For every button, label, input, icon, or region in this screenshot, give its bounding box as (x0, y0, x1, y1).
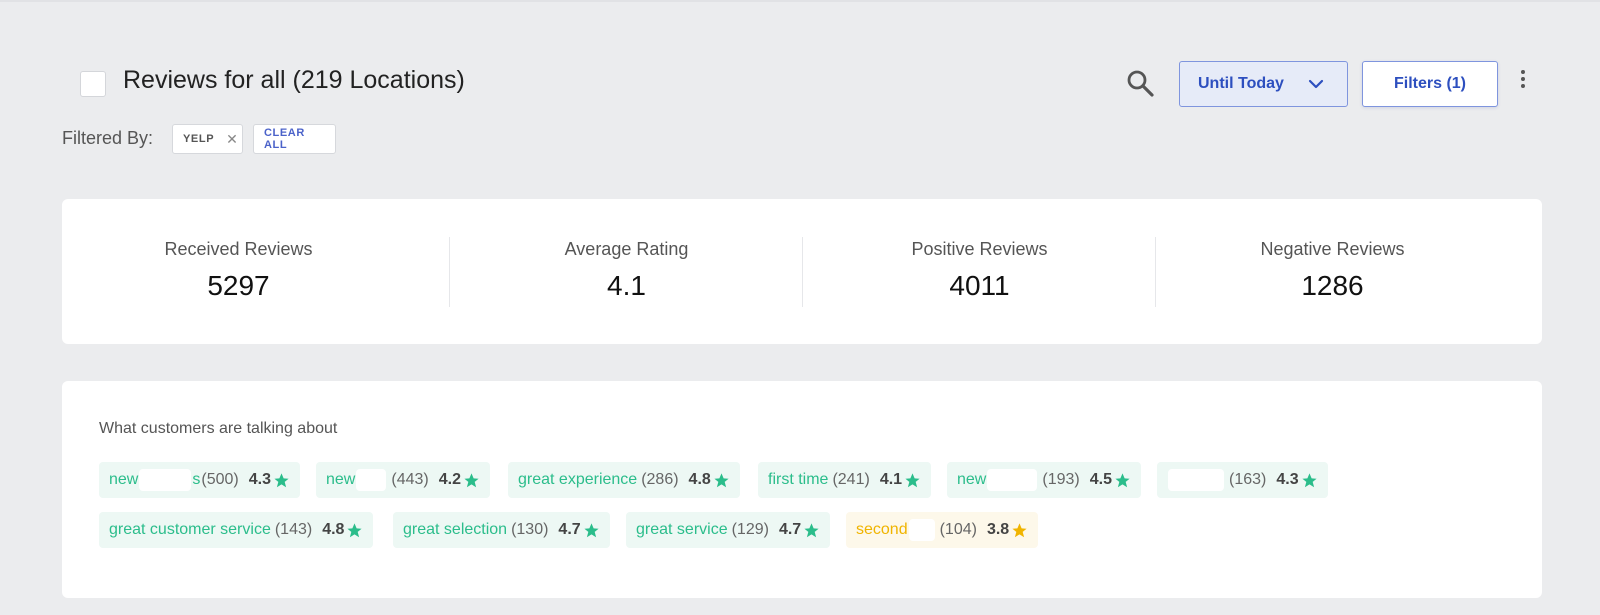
topic-count: (443) (391, 471, 429, 488)
topic-term: great customer service (109, 521, 271, 538)
topic-count: (193) (1042, 471, 1080, 488)
redacted-text (987, 469, 1038, 491)
date-range-label: Until Today (1198, 75, 1284, 92)
star-icon (905, 472, 920, 487)
stat-label: Received Reviews (164, 239, 313, 259)
more-options-button[interactable] (1515, 68, 1531, 92)
topic-rating: 4.3 (1276, 471, 1299, 488)
topic-rating: 4.1 (879, 471, 903, 488)
topic-rating: 4.8 (688, 471, 711, 488)
star-icon (584, 522, 599, 537)
topic-tag[interactable]: first time (241) 4.1 (758, 462, 932, 498)
stat-divider (449, 237, 450, 307)
topic-tag[interactable]: second (104) 3.8 (846, 512, 1039, 548)
star-icon (804, 522, 819, 537)
topic-term: new (326, 471, 356, 488)
topic-term: new (109, 471, 139, 488)
topic-term: first time (768, 471, 829, 488)
topic-count: (163) (1229, 471, 1267, 488)
star-icon (1012, 522, 1027, 537)
topic-term: great experience (518, 471, 638, 488)
topic-rating: 4.7 (558, 521, 581, 538)
topic-term: great selection (403, 521, 508, 538)
topic-term: second (856, 521, 908, 538)
redacted-text (1168, 469, 1224, 491)
date-range-dropdown[interactable]: Until Today (1179, 61, 1348, 107)
topic-count: (241) (832, 471, 870, 488)
topic-count: (500) (201, 471, 239, 488)
topic-term-tail: s (192, 471, 201, 488)
stat-value: 4.1 (607, 270, 646, 301)
topic-count: (130) (511, 521, 549, 538)
topic-rating: 4.5 (1089, 471, 1112, 488)
filter-chip-label: YELP (183, 133, 215, 145)
stat-received-reviews: Received Reviews 5297 (62, 199, 415, 344)
review-stats-card: Received Reviews 5297 Average Rating 4.1… (62, 199, 1542, 344)
topic-rating: 3.8 (986, 521, 1010, 538)
stat-label: Positive Reviews (911, 239, 1048, 259)
chevron-down-icon (1308, 79, 1324, 89)
topic-count: (104) (939, 521, 977, 538)
stat-negative-reviews: Negative Reviews 1286 (1156, 199, 1509, 344)
topic-tag[interactable]: new (193) 4.5 (947, 462, 1141, 498)
star-icon (274, 472, 289, 487)
filtered-by-label: Filtered By: (62, 128, 154, 148)
topic-term: new (957, 471, 987, 488)
topic-tag[interactable]: new (443) 4.2 (316, 462, 490, 498)
star-icon (1302, 472, 1317, 487)
redacted-text (139, 469, 192, 491)
star-icon (347, 522, 363, 537)
stat-label: Average Rating (564, 239, 689, 259)
stat-value: 4011 (949, 270, 1010, 301)
stat-average-rating: Average Rating 4.1 (450, 199, 803, 344)
stat-value: 1286 (1301, 270, 1364, 301)
page-header: Reviews for all (219 Locations) Until To… (0, 0, 1600, 180)
topic-rating: 4.2 (438, 471, 461, 488)
filters-label: Filters (1) (1393, 75, 1466, 92)
more-vertical-icon (1521, 70, 1525, 88)
search-button[interactable] (1125, 68, 1155, 98)
topic-term: great service (636, 521, 728, 538)
clear-all-button[interactable]: CLEAR ALL (253, 124, 336, 154)
topic-tag[interactable]: great service (129) 4.7 (626, 512, 831, 548)
topic-tag[interactable]: great customer service (143) 4.8 (99, 512, 374, 548)
stat-value: 5297 (207, 270, 270, 301)
top-border (0, 0, 1600, 2)
topics-card: What customers are talking about new s (… (62, 381, 1542, 598)
topic-tag[interactable]: (163) 4.3 (1157, 462, 1328, 498)
stat-divider (802, 237, 803, 307)
search-icon (1127, 70, 1154, 97)
topic-count: (143) (274, 521, 313, 538)
select-all-checkbox[interactable] (80, 71, 106, 97)
page-title: Reviews for all (219 Locations) (123, 66, 465, 94)
topic-rating: 4.7 (778, 521, 802, 538)
star-icon (464, 472, 479, 487)
topic-tag[interactable]: great selection (130) 4.7 (393, 512, 610, 548)
filters-button[interactable]: Filters (1) (1362, 61, 1498, 107)
stat-positive-reviews: Positive Reviews 4011 (803, 199, 1156, 344)
star-icon (714, 472, 729, 487)
redacted-text (908, 519, 935, 541)
star-icon (1115, 472, 1130, 487)
topic-tag[interactable]: great experience (286) 4.8 (508, 462, 740, 498)
filter-chip-yelp: YELP ✕ (172, 124, 243, 154)
stat-divider (1155, 237, 1156, 307)
clear-all-label: CLEAR ALL (264, 127, 305, 151)
topics-title: What customers are talking about (99, 420, 338, 437)
topic-tag[interactable]: new s (500) 4.3 (99, 462, 300, 498)
redacted-text (356, 469, 387, 491)
topic-rating: 4.8 (322, 521, 345, 538)
close-icon[interactable]: ✕ (226, 130, 239, 147)
stat-label: Negative Reviews (1260, 239, 1405, 259)
topic-count: (286) (641, 471, 679, 488)
topic-rating: 4.3 (248, 471, 271, 488)
topic-count: (129) (731, 521, 769, 538)
